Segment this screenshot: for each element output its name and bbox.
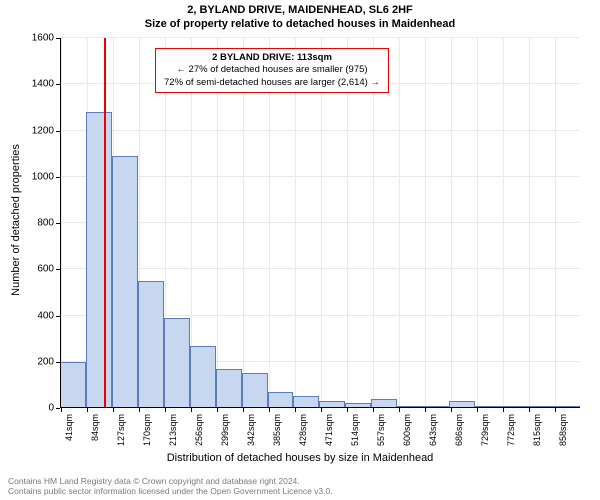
histogram-bar bbox=[242, 373, 268, 408]
x-tick-label: 342sqm bbox=[246, 414, 256, 446]
x-tick-label: 643sqm bbox=[428, 414, 438, 446]
x-tick-label: 213sqm bbox=[168, 414, 178, 446]
x-tick-label: 858sqm bbox=[558, 414, 568, 446]
histogram-bar bbox=[60, 362, 86, 408]
grid-line-vertical bbox=[529, 38, 530, 408]
y-tick-label: 1600 bbox=[14, 33, 54, 44]
x-tick-mark bbox=[321, 408, 322, 412]
histogram-bar bbox=[86, 112, 112, 408]
page-title-address: 2, BYLAND DRIVE, MAIDENHEAD, SL6 2HF bbox=[0, 4, 600, 16]
x-tick-label: 686sqm bbox=[454, 414, 464, 446]
grid-line-vertical bbox=[399, 38, 400, 408]
grid-line-vertical bbox=[347, 38, 348, 408]
x-tick-label: 729sqm bbox=[480, 414, 490, 446]
x-axis-line bbox=[60, 407, 580, 408]
x-tick-label: 815sqm bbox=[532, 414, 542, 446]
x-tick-mark bbox=[399, 408, 400, 412]
y-axis-line bbox=[60, 38, 61, 408]
grid-line-vertical bbox=[373, 38, 374, 408]
grid-line-vertical bbox=[425, 38, 426, 408]
x-tick-mark bbox=[529, 408, 530, 412]
x-tick-label: 84sqm bbox=[90, 414, 100, 441]
x-tick-mark bbox=[139, 408, 140, 412]
attribution-line1: Contains HM Land Registry data © Crown c… bbox=[8, 476, 592, 486]
callout-larger-pct: 72% of semi-detached houses are larger (… bbox=[164, 77, 380, 89]
x-tick-mark bbox=[217, 408, 218, 412]
x-tick-label: 170sqm bbox=[142, 414, 152, 446]
x-tick-label: 772sqm bbox=[506, 414, 516, 446]
y-tick-mark bbox=[56, 408, 60, 409]
x-tick-label: 385sqm bbox=[272, 414, 282, 446]
grid-line-vertical bbox=[243, 38, 244, 408]
x-tick-mark bbox=[87, 408, 88, 412]
x-tick-label: 471sqm bbox=[324, 414, 334, 446]
histogram-bar bbox=[268, 392, 293, 408]
x-tick-mark bbox=[61, 408, 62, 412]
attribution-line2: Contains public sector information licen… bbox=[8, 486, 592, 496]
x-tick-mark bbox=[425, 408, 426, 412]
x-tick-mark bbox=[373, 408, 374, 412]
histogram-bar bbox=[164, 318, 190, 408]
page-title-subtitle: Size of property relative to detached ho… bbox=[0, 18, 600, 30]
y-tick-label: 1000 bbox=[14, 171, 54, 182]
x-tick-label: 127sqm bbox=[116, 414, 126, 446]
grid-line-vertical bbox=[269, 38, 270, 408]
histogram-chart: 0200400600800100012001400160041sqm84sqm1… bbox=[60, 38, 580, 408]
grid-line-vertical bbox=[555, 38, 556, 408]
x-axis-title: Distribution of detached houses by size … bbox=[0, 452, 600, 464]
x-tick-mark bbox=[269, 408, 270, 412]
grid-line-vertical bbox=[217, 38, 218, 408]
grid-line-vertical bbox=[321, 38, 322, 408]
y-tick-label: 200 bbox=[14, 356, 54, 367]
y-tick-label: 600 bbox=[14, 264, 54, 275]
x-tick-mark bbox=[243, 408, 244, 412]
x-tick-mark bbox=[165, 408, 166, 412]
y-tick-label: 800 bbox=[14, 218, 54, 229]
histogram-bar bbox=[138, 281, 164, 408]
grid-line-vertical bbox=[503, 38, 504, 408]
y-tick-label: 0 bbox=[14, 403, 54, 414]
grid-line-vertical bbox=[451, 38, 452, 408]
x-tick-mark bbox=[295, 408, 296, 412]
y-tick-label: 1400 bbox=[14, 79, 54, 90]
x-tick-label: 41sqm bbox=[64, 414, 74, 441]
grid-line-vertical bbox=[295, 38, 296, 408]
x-tick-label: 600sqm bbox=[402, 414, 412, 446]
x-tick-label: 299sqm bbox=[220, 414, 230, 446]
callout-property-size: 2 BYLAND DRIVE: 113sqm bbox=[164, 52, 380, 64]
x-tick-label: 557sqm bbox=[376, 414, 386, 446]
x-tick-mark bbox=[555, 408, 556, 412]
y-tick-label: 1200 bbox=[14, 125, 54, 136]
x-tick-mark bbox=[191, 408, 192, 412]
x-tick-mark bbox=[451, 408, 452, 412]
x-tick-label: 256sqm bbox=[194, 414, 204, 446]
x-tick-mark bbox=[503, 408, 504, 412]
histogram-bar bbox=[216, 369, 242, 408]
attribution-text: Contains HM Land Registry data © Crown c… bbox=[8, 476, 592, 496]
y-tick-label: 400 bbox=[14, 310, 54, 321]
property-marker-line bbox=[104, 38, 106, 408]
x-tick-label: 514sqm bbox=[350, 414, 360, 446]
x-tick-mark bbox=[477, 408, 478, 412]
callout-box: 2 BYLAND DRIVE: 113sqm← 27% of detached … bbox=[155, 48, 389, 93]
grid-line-vertical bbox=[477, 38, 478, 408]
histogram-bar bbox=[112, 156, 138, 408]
x-tick-mark bbox=[113, 408, 114, 412]
x-tick-mark bbox=[347, 408, 348, 412]
histogram-bar bbox=[190, 346, 216, 408]
callout-smaller-pct: ← 27% of detached houses are smaller (97… bbox=[164, 64, 380, 76]
x-tick-label: 428sqm bbox=[298, 414, 308, 446]
